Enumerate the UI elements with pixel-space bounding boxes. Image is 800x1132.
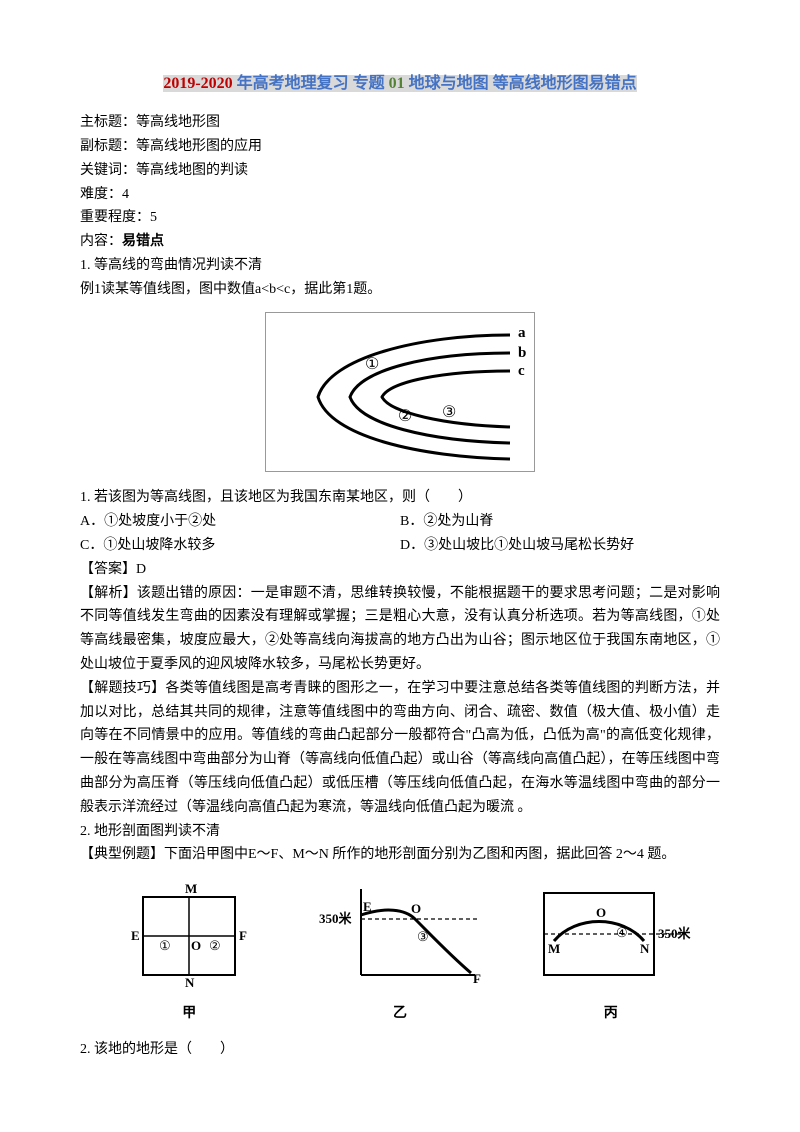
- meta-imp-value: 5: [150, 210, 157, 225]
- meta-key-label: 关键词：: [80, 163, 136, 178]
- title-part-4: 地球与地图 等高线地形图易错点: [405, 75, 637, 92]
- q1-opt-c: C．①处山坡降水较多: [80, 534, 400, 558]
- answer-label: 【答案】: [80, 562, 136, 577]
- label-n3: ③: [442, 404, 456, 421]
- meta-content-value: 易错点: [122, 234, 164, 249]
- tips-text: 各类等值线图是高考青睐的图形之一，在学习中要注意总结各类等值线图的判断方法，并加…: [80, 681, 720, 815]
- bing-n4: ④: [616, 925, 628, 940]
- analysis-label: 【解析】: [80, 586, 137, 601]
- diagram-jia: M N E F ① O ②: [119, 879, 259, 989]
- tips-block: 【解题技巧】各类等值线图是高考青睐的图形之一，在学习中要注意总结各类等值线图的判…: [80, 677, 720, 820]
- diagram-bing: 350米 M O N ④: [526, 879, 696, 989]
- meta-main-value: 等高线地形图: [136, 115, 220, 130]
- bing-M: M: [548, 941, 560, 956]
- bing-axis: 350米: [658, 926, 692, 941]
- example2-text: 下面沿甲图中E～F、M～N 所作的地形剖面分别为乙图和丙图，据此回答 2～4 题…: [164, 847, 675, 862]
- example1-intro: 例1读某等值线图，图中数值a<b<c，据此第1题。: [80, 278, 720, 302]
- diagram-yi-col: 350米 E O F ③ 乙: [301, 879, 499, 1026]
- profile-diagrams: M N E F ① O ② 甲 350米 E O F ③ 乙: [80, 879, 720, 1026]
- q2-stem: 2. 该地的地形是（ ）: [80, 1038, 720, 1062]
- meta-main: 主标题：等高线地形图: [80, 111, 720, 135]
- label-b: b: [518, 345, 526, 361]
- bing-label: 丙: [512, 1002, 710, 1026]
- jia-F: F: [239, 928, 247, 943]
- meta-key-value: 等高线地图的判读: [136, 163, 248, 178]
- q1-opt-b: B．②处为山脊: [400, 510, 720, 534]
- yi-label: 乙: [301, 1002, 499, 1026]
- bing-profile: [554, 922, 644, 942]
- meta-imp-label: 重要程度：: [80, 210, 150, 225]
- tips-label: 【解题技巧】: [80, 681, 165, 696]
- yi-F: F: [473, 971, 481, 986]
- yi-axis: 350米: [319, 911, 353, 926]
- contour-diagram-box: a b c ① ② ③: [265, 312, 535, 472]
- analysis-text: 该题出错的原因：一是审题不清，思维转换较慢，不能根据题干的要求思考问题；二是对影…: [80, 586, 720, 672]
- meta-sub-value: 等高线地形图的应用: [136, 139, 262, 154]
- section1-heading: 1. 等高线的弯曲情况判读不清: [80, 254, 720, 278]
- contour-diagram: a b c ① ② ③: [270, 317, 530, 467]
- jia-M: M: [185, 881, 197, 896]
- jia-n1: ①: [159, 938, 171, 953]
- title-part-3: 01: [389, 75, 405, 92]
- yi-O: O: [411, 901, 421, 916]
- jia-O: O: [191, 938, 201, 953]
- meta-diff: 难度：4: [80, 183, 720, 207]
- diagram-bing-col: 350米 M O N ④ 丙: [512, 879, 710, 1026]
- meta-diff-label: 难度：: [80, 187, 122, 202]
- title-part-1: 2019-2020: [163, 75, 232, 92]
- diagram-yi: 350米 E O F ③: [315, 879, 485, 989]
- jia-N: N: [185, 975, 195, 989]
- q1-opt-a: A．①处坡度小于②处: [80, 510, 400, 534]
- meta-sub-label: 副标题：: [80, 139, 136, 154]
- bing-O: O: [596, 905, 606, 920]
- q1-options-row2: C．①处山坡降水较多 D．③处山坡比①处山坡马尾松长势好: [80, 534, 720, 558]
- label-c: c: [518, 363, 525, 379]
- yi-n3: ③: [417, 929, 429, 944]
- jia-E: E: [131, 928, 140, 943]
- example2-label: 【典型例题】: [80, 847, 164, 862]
- page-title: 2019-2020 年高考地理复习 专题 01 地球与地图 等高线地形图易错点: [80, 70, 720, 97]
- answer-value: D: [136, 562, 146, 577]
- bing-N: N: [640, 941, 650, 956]
- contour-diagram-wrap: a b c ① ② ③: [80, 312, 720, 481]
- analysis-block: 【解析】该题出错的原因：一是审题不清，思维转换较慢，不能根据题干的要求思考问题；…: [80, 582, 720, 677]
- section2-heading: 2. 地形剖面图判读不清: [80, 820, 720, 844]
- jia-n2: ②: [209, 938, 221, 953]
- meta-key: 关键词：等高线地图的判读: [80, 159, 720, 183]
- meta-imp: 重要程度：5: [80, 206, 720, 230]
- q1-stem: 1. 若该图为等高线图，且该地区为我国东南某地区，则（ ）: [80, 486, 720, 510]
- meta-diff-value: 4: [122, 187, 129, 202]
- yi-E: E: [363, 899, 372, 914]
- label-a: a: [518, 325, 526, 341]
- diagram-jia-col: M N E F ① O ② 甲: [90, 879, 288, 1026]
- q1-opt-d: D．③处山坡比①处山坡马尾松长势好: [400, 534, 720, 558]
- meta-main-label: 主标题：: [80, 115, 136, 130]
- title-part-2: 年高考地理复习 专题: [233, 75, 389, 92]
- label-n1: ①: [365, 356, 379, 373]
- meta-sub: 副标题：等高线地形图的应用: [80, 135, 720, 159]
- q1-options-row1: A．①处坡度小于②处 B．②处为山脊: [80, 510, 720, 534]
- meta-content-label: 内容：: [80, 234, 122, 249]
- label-n2: ②: [398, 408, 412, 425]
- answer-line: 【答案】D: [80, 558, 720, 582]
- jia-label: 甲: [90, 1002, 288, 1026]
- meta-content: 内容：易错点: [80, 230, 720, 254]
- example2-line: 【典型例题】下面沿甲图中E～F、M～N 所作的地形剖面分别为乙图和丙图，据此回答…: [80, 843, 720, 867]
